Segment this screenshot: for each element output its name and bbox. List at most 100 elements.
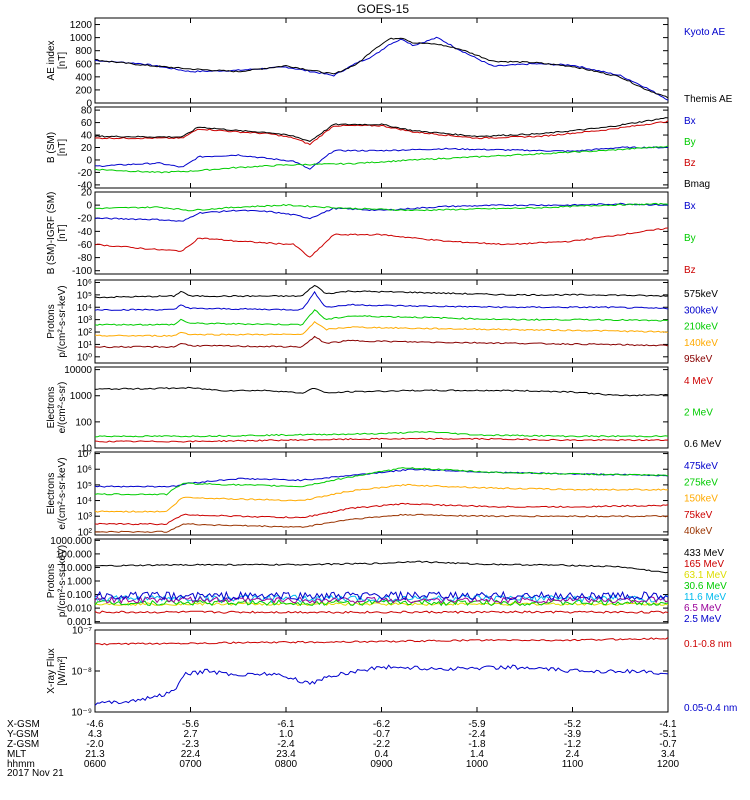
orbit-value: -2.4 xyxy=(468,729,486,740)
series-line-165-mev xyxy=(94,610,669,614)
y-axis-label: e/(cm²-s-sr) xyxy=(57,382,68,434)
y-tick-label: 10⁰ xyxy=(77,352,92,363)
legend-label: 0.05-0.4 nm xyxy=(684,703,737,714)
y-axis-label: [nT] xyxy=(57,224,68,241)
y-axis-label: Electrons xyxy=(46,473,57,515)
series-line-4-mev xyxy=(94,437,669,443)
y-tick-label: 40 xyxy=(81,131,93,142)
panel-frame xyxy=(94,17,669,104)
y-tick-label: -80 xyxy=(78,253,93,264)
legend-label: 0.1-0.8 nm xyxy=(684,639,732,650)
orbit-value: -5.2 xyxy=(564,719,582,730)
y-tick-label: 60 xyxy=(81,118,93,129)
legend-label: By xyxy=(684,137,696,148)
orbit-value: -2.2 xyxy=(373,739,391,750)
series-line-0-6-mev xyxy=(94,386,669,397)
series-line-75kev xyxy=(94,502,669,526)
series-line-bx xyxy=(94,146,669,170)
orbit-table: X-GSM -4.6 -5.6 -6.1 -6.2 -5.9 -5.2 -4.1 Y-GSM 4.… xyxy=(7,719,680,770)
legend-label: Bx xyxy=(684,201,696,212)
series-line-by xyxy=(94,202,669,212)
series-line-0-1-0-8-nm xyxy=(94,637,669,646)
y-tick-label: 10⁻⁷ xyxy=(72,626,92,637)
y-tick-label: 100 xyxy=(75,417,92,428)
panel-frame xyxy=(94,451,669,536)
orbit-value: -1.8 xyxy=(468,739,486,750)
y-axis-label: B (SM)-IGRF (SM) xyxy=(46,192,57,275)
orbit-value: 21.3 xyxy=(85,749,105,760)
y-axis-label: Electrons xyxy=(46,387,57,429)
y-tick-label: 0.100 xyxy=(67,590,92,601)
y-tick-label: 100.000 xyxy=(56,549,93,560)
y-tick-label: 400 xyxy=(75,72,92,83)
series-line-575kev xyxy=(94,284,669,299)
y-tick-label: 10⁶ xyxy=(77,278,92,289)
y-tick-label: 10⁴ xyxy=(77,303,92,314)
y-tick-label: 10⁴ xyxy=(77,496,92,507)
legend-label: 2.5 MeV xyxy=(684,614,722,625)
orbit-value: -6.2 xyxy=(373,719,391,730)
y-axis-label: e/(cm²-s-sr-keV) xyxy=(57,457,68,529)
panel-ae: 0 200 400 600 800 1000 1200 AE index [nT] Kyoto A… xyxy=(46,17,733,110)
series-line-themis-ae xyxy=(94,37,669,99)
legend-label: 4 MeV xyxy=(684,376,713,387)
legend-label: 150keV xyxy=(684,494,718,505)
legend-label: 75keV xyxy=(684,510,713,521)
y-axis-label: p/(cm²-s-sr-keV) xyxy=(57,545,68,617)
y-tick-label: 10 xyxy=(81,444,93,455)
y-axis-label: p/(cm²-s-sr-keV) xyxy=(57,285,68,357)
series-line-275kev xyxy=(94,467,669,496)
legend-label: By xyxy=(684,233,696,244)
legend-label: 140keV xyxy=(684,338,718,349)
y-tick-label: 1200 xyxy=(70,20,93,31)
legend-label: Themis AE xyxy=(684,94,733,105)
y-tick-label: 20 xyxy=(81,188,93,199)
y-axis-label: B (SM) xyxy=(46,132,57,163)
orbit-value: 22.4 xyxy=(181,749,201,760)
orbit-value: -4.6 xyxy=(86,719,104,730)
panel-frame xyxy=(94,366,669,449)
series-line-140kev xyxy=(94,320,669,337)
legend-label: 0.6 MeV xyxy=(684,439,722,450)
y-tick-label: 10⁷ xyxy=(77,449,92,460)
y-tick-label: 0 xyxy=(86,99,92,110)
orbit-value: 23.4 xyxy=(276,749,296,760)
series-line-by xyxy=(94,145,669,174)
orbit-value: -2.4 xyxy=(277,739,295,750)
y-tick-label: 10³ xyxy=(78,512,93,523)
legend-label: 30.6 MeV xyxy=(684,581,727,592)
orbit-value: 1000 xyxy=(466,759,489,770)
legend-label: 40keV xyxy=(684,526,713,537)
orbit-value: 1.4 xyxy=(470,749,484,760)
series-line-300kev xyxy=(94,290,669,311)
y-axis-label: Protons xyxy=(46,564,57,598)
y-tick-label: 10⁶ xyxy=(77,465,92,476)
y-axis-label: AE index xyxy=(46,40,57,80)
y-tick-label: 800 xyxy=(75,46,92,57)
orbit-value: 0600 xyxy=(84,759,107,770)
legend-label: Bz xyxy=(684,265,696,276)
y-tick-label: 10⁻⁸ xyxy=(71,667,92,678)
y-tick-label: 10³ xyxy=(78,315,93,326)
y-tick-label: 10¹ xyxy=(78,340,93,351)
legend-label: Kyoto AE xyxy=(684,27,725,38)
series-line-bmag xyxy=(94,117,669,142)
orbit-value: 0.4 xyxy=(375,749,389,760)
legend-label: Bmag xyxy=(684,179,710,190)
orbit-value: 3.4 xyxy=(661,749,675,760)
panel-frame xyxy=(94,106,669,189)
series-line-6-5-mev xyxy=(94,595,669,605)
series-line-bz xyxy=(94,120,669,146)
legend-label: 300keV xyxy=(684,305,718,316)
orbit-value: -5.9 xyxy=(468,719,486,730)
y-tick-label: 10⁵ xyxy=(77,290,92,301)
orbit-value: -5.1 xyxy=(659,729,677,740)
orbit-value: -4.1 xyxy=(659,719,677,730)
panel-xrs: 10⁻⁹ 10⁻⁸ 10⁻⁷ X-ray Flux [W/m²] 0.1-0.8 nm 0.… xyxy=(46,626,737,719)
orbit-value: -0.7 xyxy=(373,729,391,740)
y-tick-label: 10.000 xyxy=(61,563,92,574)
orbit-value: -2.0 xyxy=(86,739,104,750)
y-tick-label: 0 xyxy=(86,155,92,166)
